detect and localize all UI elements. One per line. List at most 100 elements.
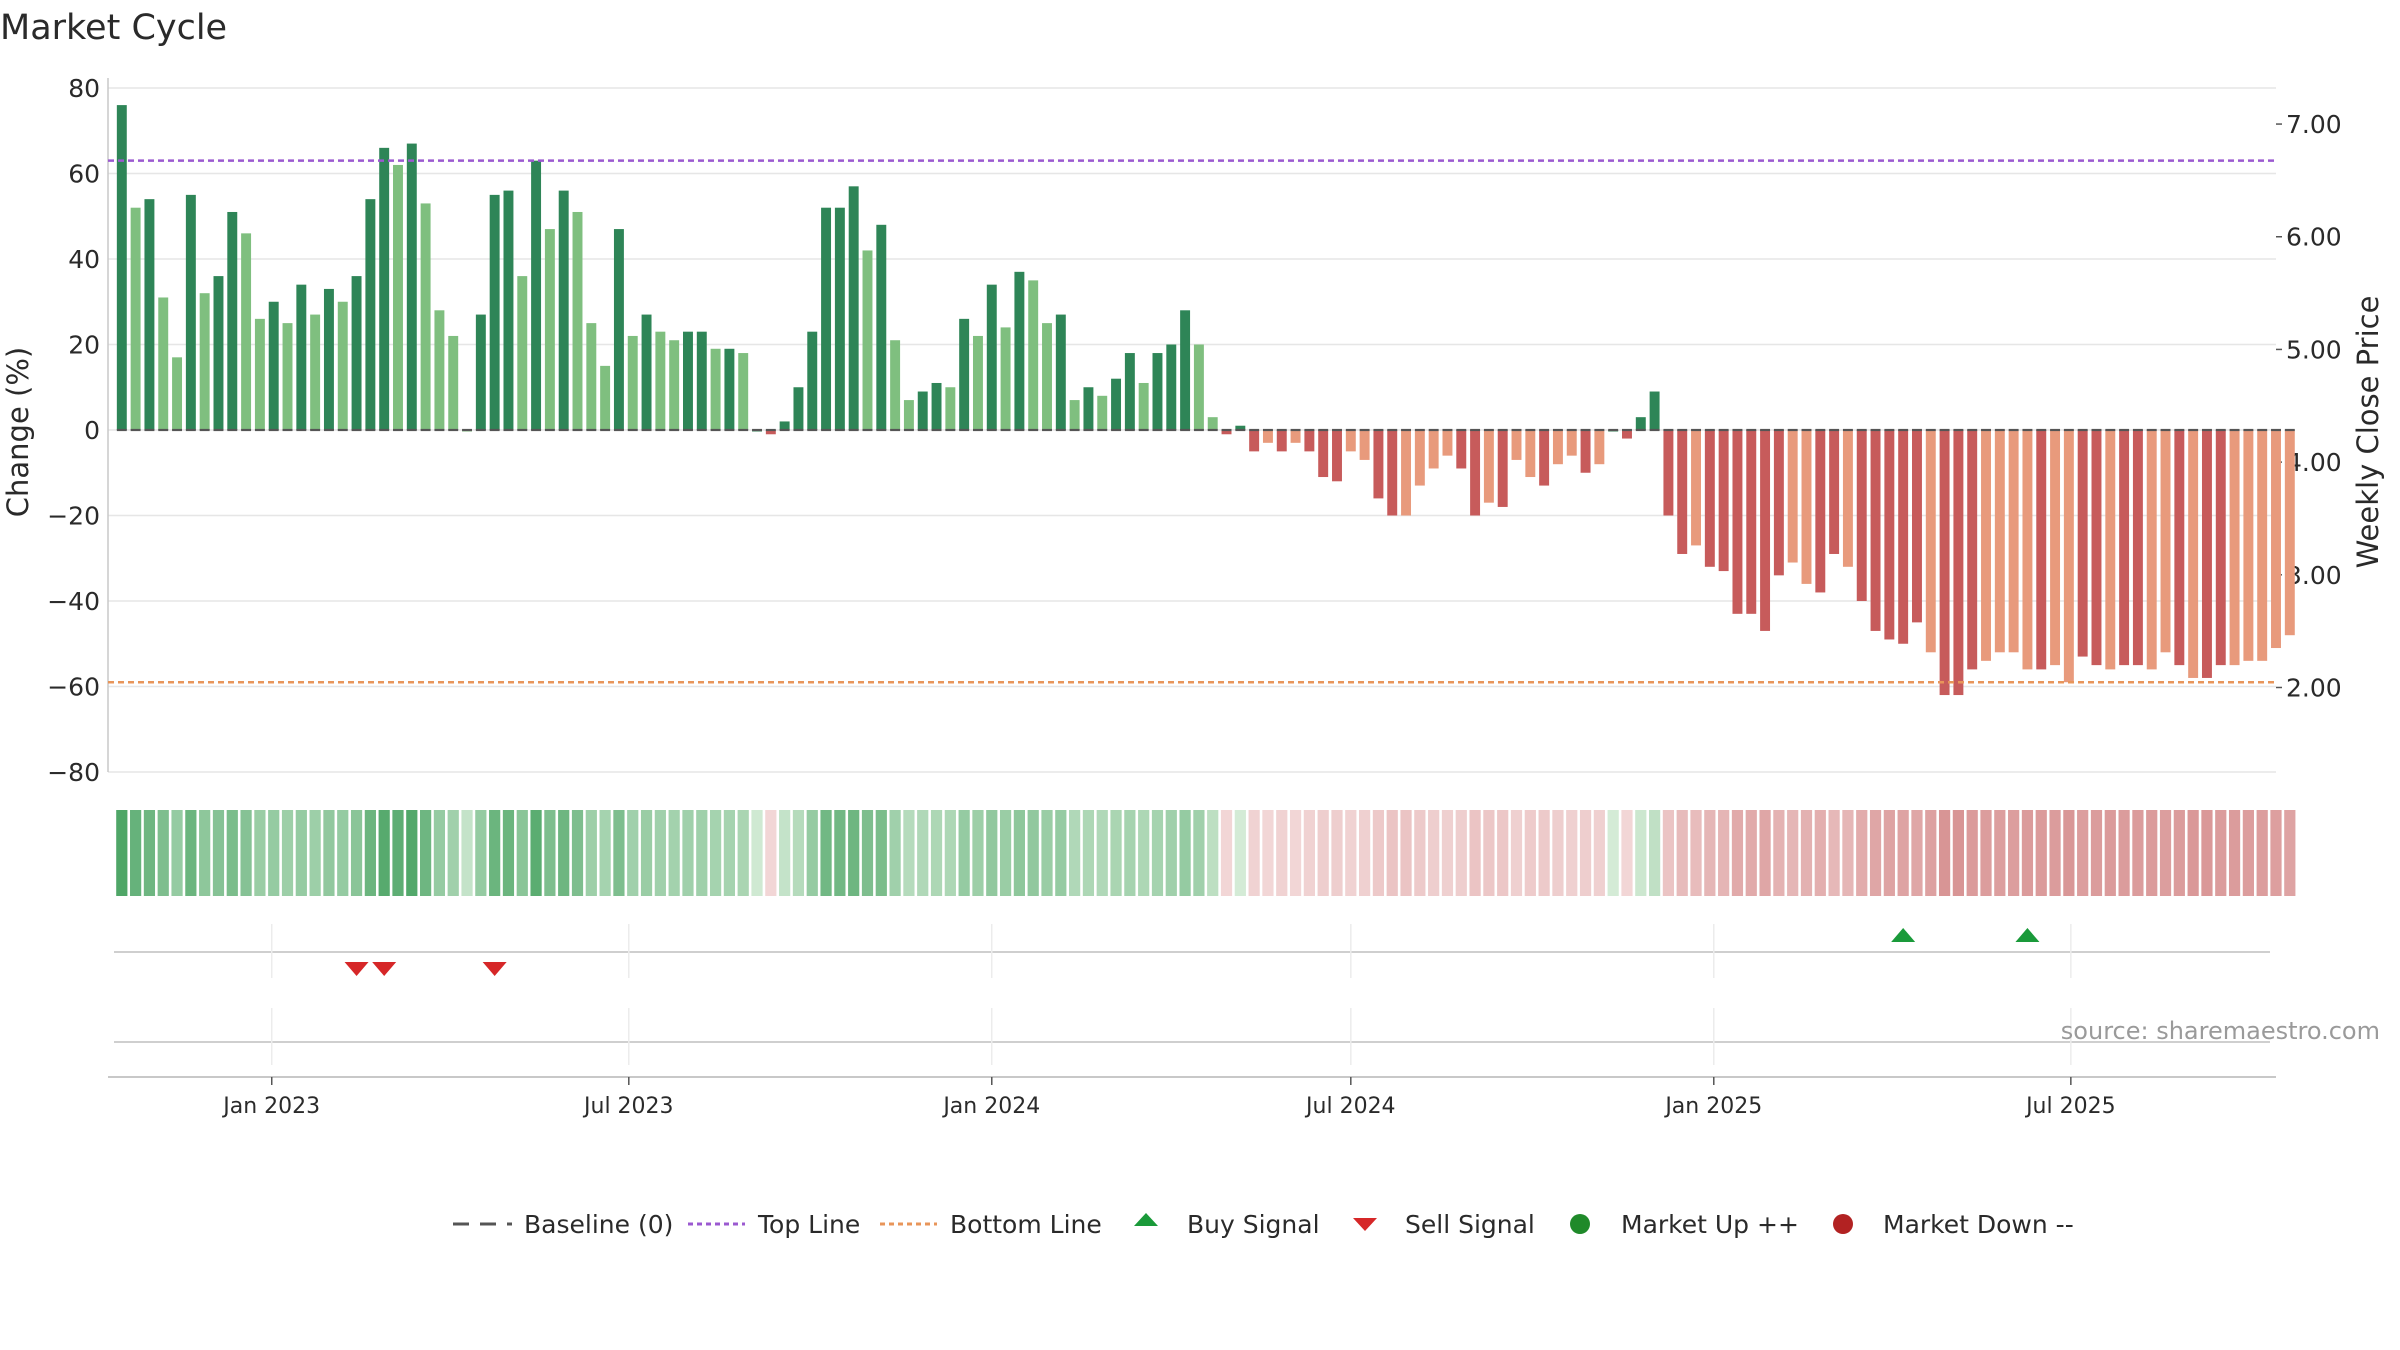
bar <box>517 276 528 430</box>
cycle-strip-cell <box>944 810 956 896</box>
bar <box>379 147 390 430</box>
cycle-strip-cell <box>999 810 1012 896</box>
cycle-strip-cell <box>268 810 280 896</box>
bar <box>600 365 611 430</box>
cycle-strip-cell <box>585 810 597 896</box>
bar <box>986 284 997 430</box>
buy-signal-marker <box>2015 928 2040 942</box>
bar <box>1387 430 1398 516</box>
y2-tick-label: 4.00 <box>2286 448 2342 477</box>
bar <box>2077 430 2088 657</box>
bar <box>1870 430 1881 631</box>
source-note: source: sharemaestro.com <box>2061 1017 2380 1045</box>
legend-market-up-label: Market Up ++ <box>1621 1210 1799 1239</box>
bar <box>1166 344 1177 430</box>
cycle-strip-cell <box>1220 810 1233 896</box>
bar <box>2008 430 2019 653</box>
cycle-strip-cell <box>889 810 901 896</box>
x-tick-label: Jul 2023 <box>582 1094 674 1119</box>
cycle-strip-cell <box>1759 810 1771 896</box>
cycle-strip-cell <box>737 810 749 896</box>
cycle-strip-cell <box>1566 810 1578 896</box>
cycle-strip-cell <box>157 810 169 896</box>
cycle-strip-cell <box>530 810 542 896</box>
cycle-strip-cell <box>2159 810 2172 896</box>
cycle-strip-cell <box>309 810 321 896</box>
bar <box>2050 430 2061 666</box>
cycle-strip-cell <box>1469 810 1481 896</box>
cycle-strip-cell <box>1966 810 1978 896</box>
bar <box>503 190 514 430</box>
bar <box>683 331 693 430</box>
bar <box>2215 430 2226 666</box>
bar <box>2146 430 2157 670</box>
cycle-strip-cell <box>709 810 722 896</box>
cycle-strip-cell <box>1828 810 1840 896</box>
bar <box>1483 430 1494 503</box>
bar <box>227 211 238 430</box>
cycle-strip-cell <box>1911 810 1923 896</box>
x-tick-label: Jan 2024 <box>941 1094 1040 1119</box>
cycle-strip-cell <box>1096 810 1108 896</box>
bar <box>2091 430 2102 666</box>
cycle-strip-cell <box>1897 810 1909 896</box>
cycle-strip-cell <box>1055 810 1067 896</box>
y2-axis-label: Weekly Close Price <box>2351 296 2385 569</box>
cycle-strip-cell <box>2077 810 2089 896</box>
cycle-strip-cell <box>240 810 252 896</box>
y-tick-label: 80 <box>68 74 100 103</box>
bar <box>793 387 804 430</box>
bar <box>1180 310 1191 430</box>
y2-tick-label: 6.00 <box>2286 223 2342 252</box>
bar <box>1345 430 1356 452</box>
bar <box>834 207 845 430</box>
chart-title: Market Cycle <box>0 8 227 48</box>
cycle-strip-cell <box>1331 810 1343 896</box>
cycle-strip-cell <box>1345 810 1357 896</box>
bar <box>1746 430 1757 614</box>
bar <box>420 203 431 430</box>
bar <box>1442 430 1453 456</box>
y2-tick-label: 2.00 <box>2286 673 2342 702</box>
bar <box>1842 430 1853 567</box>
cycle-strip-cell <box>1704 810 1716 896</box>
x-tick-label: Jan 2025 <box>1663 1094 1762 1119</box>
cycle-strip-cell <box>420 810 432 896</box>
cycle-strip-cell <box>2049 810 2061 896</box>
cycle-strip-cell <box>212 810 225 896</box>
cycle-strip-cell <box>1082 810 1095 896</box>
bar <box>1622 430 1632 439</box>
cycle-strip-cell <box>1400 810 1412 896</box>
y-tick-label: 40 <box>68 245 100 274</box>
sell-signal-marker <box>482 962 507 976</box>
cycle-strip-cell <box>958 810 970 896</box>
cycle-strip-cell <box>2215 810 2227 896</box>
bar <box>1856 430 1867 601</box>
cycle-strip-cell <box>1483 810 1495 896</box>
cycle-strip-cell <box>1593 810 1605 896</box>
cycle-strip-cell <box>599 810 611 896</box>
bar <box>1124 353 1135 430</box>
bar <box>1235 425 1246 430</box>
bar <box>254 318 265 430</box>
bar <box>1566 430 1577 456</box>
cycle-strip-cell <box>1856 810 1868 896</box>
cycle-strip-cell <box>1207 810 1219 896</box>
cycle-strip-cell <box>199 810 211 896</box>
bar <box>669 340 680 430</box>
legend-baseline-label: Baseline (0) <box>524 1210 673 1239</box>
y-tick-label: 0 <box>84 416 100 445</box>
sell-signal-marker <box>344 962 369 976</box>
bar <box>1249 430 1260 452</box>
cycle-strip-cell <box>751 810 763 896</box>
bar <box>130 207 141 430</box>
cycle-strip-cell <box>461 810 473 896</box>
cycle-strip-cell <box>1579 810 1592 896</box>
bar <box>1470 430 1481 516</box>
bar <box>917 391 928 430</box>
cycle-strip-cell <box>1151 810 1164 896</box>
cycle-strip-cell <box>654 810 666 896</box>
buy-signal-marker <box>1891 928 1916 942</box>
bar <box>1290 430 1301 443</box>
cycle-strip-cell <box>779 810 791 896</box>
